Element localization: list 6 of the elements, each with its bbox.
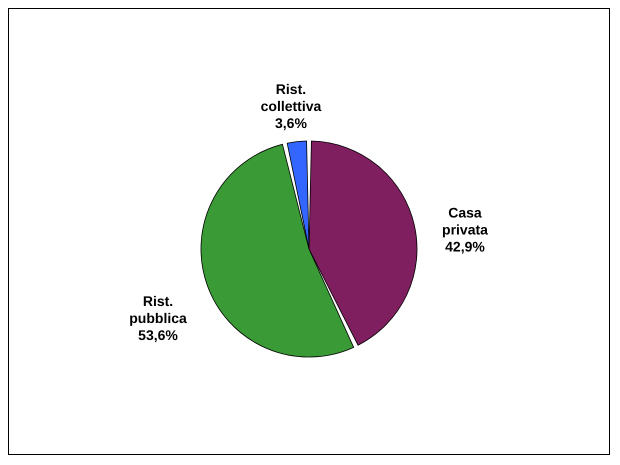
slice-label: Casa privata	[442, 204, 488, 238]
slice-label: Rist. collettiva	[260, 81, 322, 114]
data-label: 53,6%	[138, 326, 178, 343]
data-label: 3,6%	[275, 115, 308, 132]
slice-label: Rist. pubblica	[129, 292, 188, 326]
data-label: 42,9%	[445, 238, 486, 254]
